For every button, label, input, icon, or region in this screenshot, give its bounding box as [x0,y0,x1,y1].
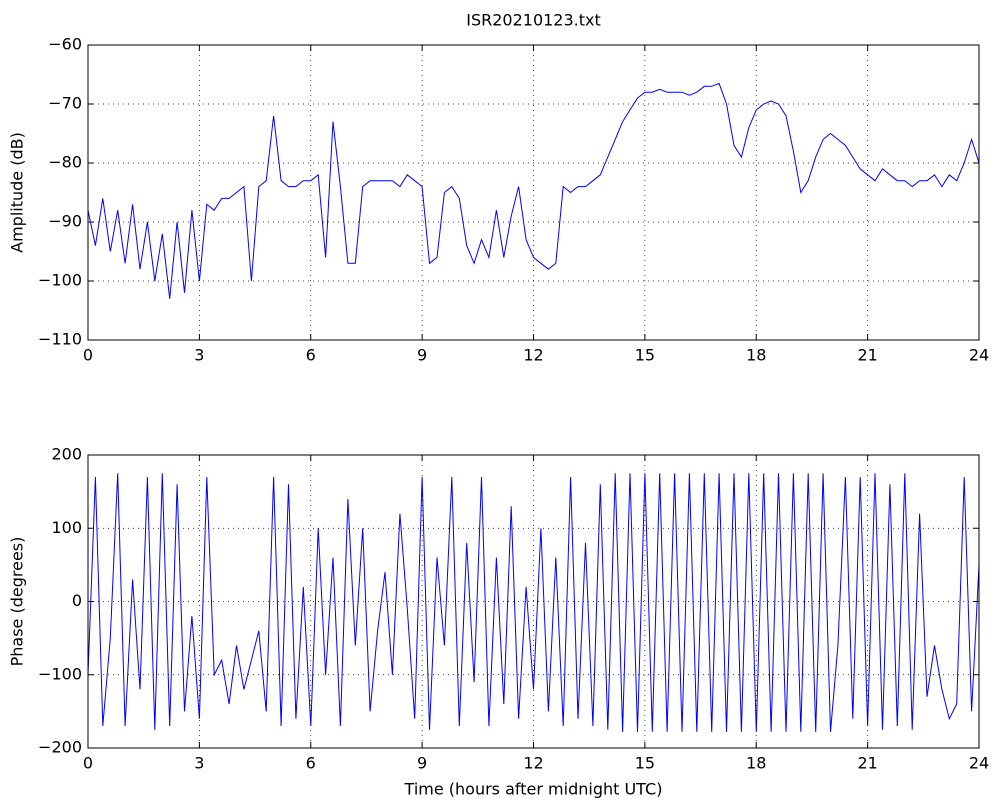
x-tick-label: 3 [194,346,204,365]
y-tick-label: −110 [38,330,82,349]
y-tick-label: −80 [48,153,82,172]
chart-title: ISR20210123.txt [466,11,601,30]
x-tick-label: 12 [523,346,543,365]
x-tick-label: 9 [417,346,427,365]
y-tick-label: 200 [51,445,82,464]
x-tick-label: 6 [306,754,316,773]
y-tick-label: −60 [48,35,82,54]
x-tick-label: 0 [83,754,93,773]
data-line [87,473,980,732]
axes-frame [87,454,980,749]
y-axis-label: Amplitude (dB) [8,132,27,253]
x-tick-label: 24 [969,754,989,773]
x-tick-label: 9 [417,754,427,773]
y-tick-label: −70 [48,94,82,113]
x-tick-label: 15 [635,754,655,773]
x-tick-label: 15 [635,346,655,365]
y-tick-label: −200 [38,738,82,757]
x-tick-label: 24 [969,346,989,365]
x-tick-label: 21 [857,346,877,365]
y-tick-label: 100 [51,518,82,537]
y-tick-label: −90 [48,212,82,231]
y-tick-label: 0 [72,591,82,610]
y-tick-label: −100 [38,271,82,290]
x-tick-label: 12 [523,754,543,773]
x-tick-label: 18 [746,346,766,365]
x-axis-label: Time (hours after midnight UTC) [404,780,663,799]
x-tick-label: 3 [194,754,204,773]
x-tick-label: 21 [857,754,877,773]
x-tick-label: 6 [306,346,316,365]
data-line [87,82,980,299]
x-tick-label: 0 [83,346,93,365]
axes-frame [87,44,980,341]
y-tick-label: −100 [38,664,82,683]
y-axis-label: Phase (degrees) [8,537,27,667]
x-tick-label: 18 [746,754,766,773]
